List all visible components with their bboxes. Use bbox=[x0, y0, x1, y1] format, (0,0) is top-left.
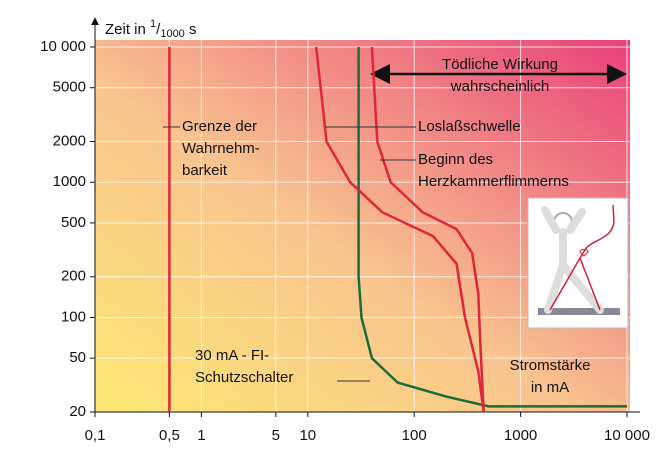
x-tick-label: 10 bbox=[299, 427, 316, 444]
x-tick-label: 0,1 bbox=[85, 427, 106, 444]
x-axis-label: in mA bbox=[531, 379, 569, 396]
annotation: Wahrnehm- bbox=[182, 140, 260, 157]
x-axis-label: Stromstärke bbox=[510, 357, 591, 374]
annotation: Herzkammerflimmerns bbox=[418, 173, 569, 190]
annotation: Schutzschalter bbox=[195, 369, 293, 386]
annotation: wahrscheinlich bbox=[450, 78, 549, 95]
x-tick-label: 0,5 bbox=[159, 427, 180, 444]
y-tick-label: 50 bbox=[69, 349, 86, 366]
person-icon bbox=[528, 198, 628, 328]
annotation: Grenze der bbox=[182, 118, 257, 135]
x-tick-label: 5 bbox=[272, 427, 280, 444]
y-axis-label: Zeit in 1/1000 s bbox=[105, 18, 196, 42]
y-tick-label: 500 bbox=[61, 214, 86, 231]
chart: Zeit in 1/1000 s 0,1 0,5 1 5 10 100 1000 10 000… bbox=[0, 0, 664, 457]
annotation: Tödliche Wirkung bbox=[442, 56, 558, 73]
annotation: 30 mA - FI- bbox=[195, 347, 269, 364]
annotation: Beginn des bbox=[418, 151, 493, 168]
x-tick-label: 1000 bbox=[504, 427, 537, 444]
annotation: Loslaßschwelle bbox=[418, 118, 521, 135]
y-tick-label: 200 bbox=[61, 268, 86, 285]
x-tick-label: 10 000 bbox=[604, 427, 650, 444]
y-tick-label: 5000 bbox=[53, 79, 86, 96]
y-tick-label: 10 000 bbox=[40, 38, 86, 55]
x-tick-label: 1 bbox=[197, 427, 205, 444]
y-tick-label: 100 bbox=[61, 308, 86, 325]
x-tick-label: 100 bbox=[402, 427, 427, 444]
annotation: barkeit bbox=[182, 162, 228, 179]
y-tick-label: 1000 bbox=[53, 173, 86, 190]
y-tick-label: 20 bbox=[69, 403, 86, 420]
y-tick-label: 2000 bbox=[53, 132, 86, 149]
